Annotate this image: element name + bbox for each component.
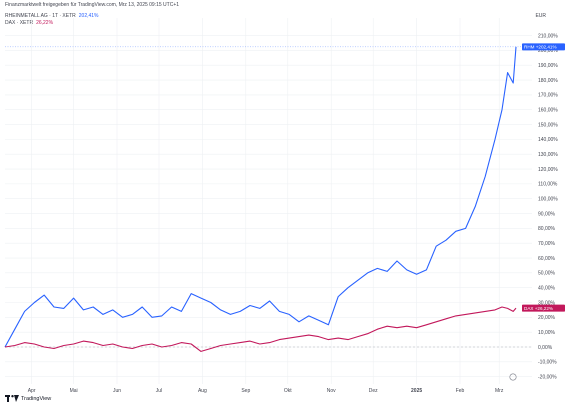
x-tick-label: Aug: [198, 388, 207, 394]
x-tick-label: Jun: [113, 388, 121, 394]
legend-rheinmetall-value: 202,41%: [78, 13, 99, 19]
y-tick-label: 40,00%: [538, 285, 556, 291]
y-tick-label: 30,00%: [538, 300, 556, 306]
y-tick-label: 0,00%: [538, 345, 553, 351]
y-tick-label: 70,00%: [538, 241, 556, 247]
x-tick-label: Jul: [156, 388, 162, 394]
y-tick-label: 130,00%: [538, 152, 558, 158]
goto-realtime-icon[interactable]: [509, 373, 517, 381]
tradingview-logo-icon: [5, 395, 19, 402]
line-series-dax[interactable]: [4, 306, 517, 352]
y-tick-label: 150,00%: [538, 122, 558, 128]
x-tick-label: Apr: [28, 388, 36, 394]
x-tick-label: Feb: [456, 388, 465, 394]
y-tick-label: 50,00%: [538, 271, 556, 277]
x-tick-label: Nov: [327, 388, 336, 394]
last-value-tag-dax: [522, 304, 565, 312]
last-value-tag-rheinmetall: [522, 43, 565, 51]
footer-brand-text: TradingView: [21, 395, 52, 402]
legend-dax-value: 26,22%: [36, 20, 54, 26]
y-tick-label: -10,00%: [538, 360, 557, 366]
y-tick-label: 80,00%: [538, 226, 556, 232]
x-tick-label: Dez: [369, 388, 378, 394]
currency-label: EUR: [535, 13, 546, 19]
y-tick-label: 140,00%: [538, 137, 558, 143]
y-tick-label: 10,00%: [538, 330, 556, 336]
footer-brand: TradingView: [5, 395, 51, 402]
y-tick-label: 210,00%: [538, 33, 558, 39]
y-tick-label: 110,00%: [538, 182, 558, 188]
chart-source-line: Finanzmarktwelt freigegeben für TradingV…: [5, 2, 180, 8]
x-tick-label: Okt: [284, 388, 292, 394]
x-tick-label: 2025: [411, 388, 422, 394]
y-tick-label: 120,00%: [538, 167, 558, 173]
y-tick-label: 190,00%: [538, 63, 558, 69]
y-tick-label: 100,00%: [538, 197, 558, 203]
y-tick-label: 60,00%: [538, 256, 556, 262]
last-value-tag-rheinmetall-text: RHM +202,41%: [524, 45, 557, 50]
y-tick-label: 180,00%: [538, 78, 558, 84]
y-tick-label: 160,00%: [538, 108, 558, 114]
x-tick-label: Mai: [70, 388, 78, 394]
legend-dax-ticker: DAX · XETR: [5, 20, 34, 26]
y-tick-label: 200,00%: [538, 48, 558, 54]
y-tick-label: 170,00%: [538, 93, 558, 99]
x-tick-label: Mrz: [495, 388, 504, 394]
line-series-rheinmetall[interactable]: [4, 46, 517, 348]
y-tick-label: 90,00%: [538, 211, 556, 217]
legend-rheinmetall-ticker: RHEINMETALL AG · 1T · XETR: [5, 13, 76, 19]
legend-series-dax[interactable]: DAX · XETR 26,22%: [5, 20, 53, 26]
legend-series-rheinmetall[interactable]: RHEINMETALL AG · 1T · XETR 202,41%: [5, 13, 99, 19]
y-tick-label: 20,00%: [538, 315, 556, 321]
y-tick-label: -20,00%: [538, 374, 557, 380]
last-value-tag-dax-text: DAX +26,22%: [524, 306, 553, 311]
x-tick-label: Sep: [241, 388, 250, 394]
